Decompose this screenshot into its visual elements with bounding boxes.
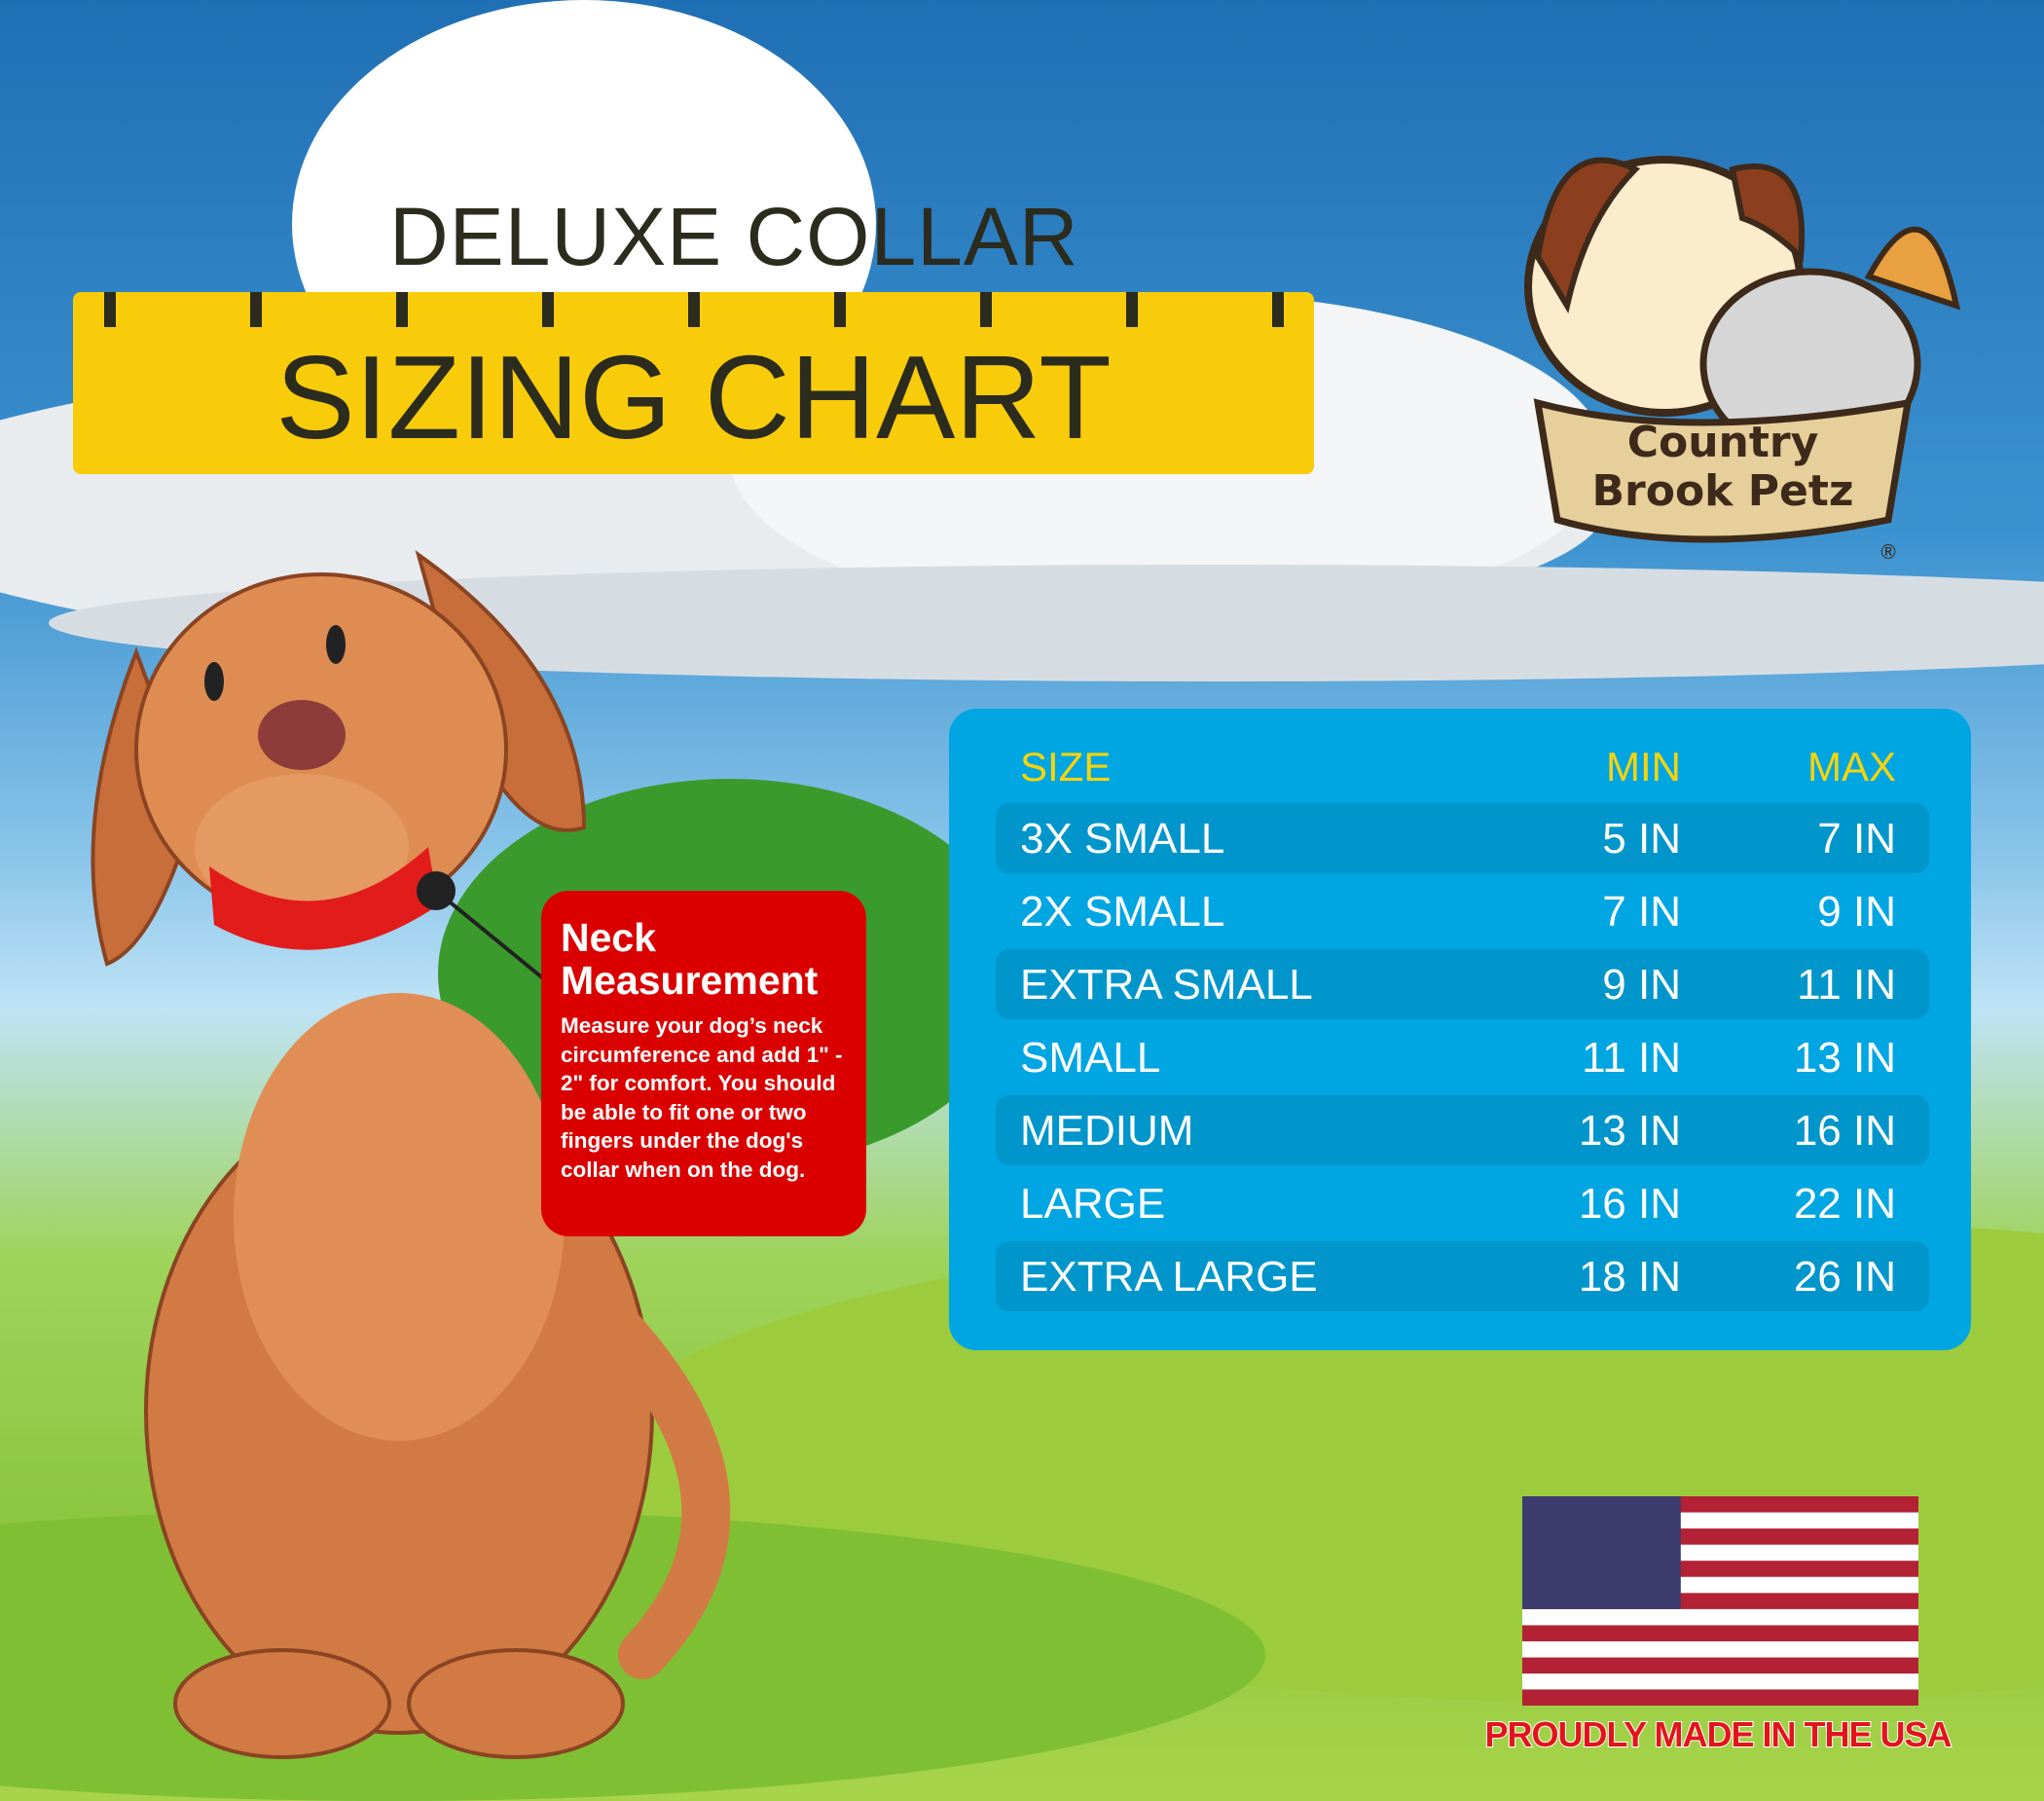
subtitle: DELUXE COLLAR [389, 191, 1079, 282]
size-cell: 3X SMALL [1020, 815, 1225, 863]
table-row: SMALL 11 IN 13 IN [996, 1022, 1929, 1092]
made-in-usa-text: PROUDLY MADE IN THE USA [1483, 1713, 1953, 1755]
column-header-min: MIN [1606, 744, 1681, 790]
min-cell: 9 IN [1602, 961, 1681, 1009]
table-row: MEDIUM 13 IN 16 IN [996, 1095, 1929, 1165]
max-cell: 7 IN [1817, 815, 1896, 863]
table-row: EXTRA LARGE 18 IN 26 IN [996, 1241, 1929, 1311]
min-cell: 18 IN [1578, 1253, 1681, 1301]
svg-text:®: ® [1879, 540, 1898, 564]
svg-text:Brook Petz: Brook Petz [1591, 466, 1853, 516]
svg-text:Country: Country [1627, 418, 1819, 467]
title-banner: SIZING CHART [73, 292, 1314, 474]
max-cell: 13 IN [1793, 1034, 1896, 1082]
page-title: SIZING CHART [275, 331, 1112, 463]
callout-title: Neck Measurement [561, 915, 819, 1003]
callout-body: Measure your dog’s neck circumference an… [561, 1013, 843, 1182]
max-cell: 16 IN [1793, 1107, 1896, 1155]
max-cell: 9 IN [1817, 888, 1896, 936]
neck-measurement-callout: Neck Measurement Measure your dog’s neck… [541, 891, 866, 1236]
table-row: EXTRA SMALL 9 IN 11 IN [996, 949, 1929, 1019]
min-cell: 13 IN [1578, 1107, 1681, 1155]
min-cell: 7 IN [1602, 888, 1681, 936]
size-cell: MEDIUM [1020, 1107, 1194, 1155]
column-header-max: MAX [1807, 744, 1896, 790]
max-cell: 22 IN [1793, 1180, 1896, 1228]
table-row: 2X SMALL 7 IN 9 IN [996, 876, 1929, 946]
size-cell: SMALL [1020, 1034, 1161, 1082]
size-cell: EXTRA LARGE [1020, 1253, 1318, 1301]
size-cell: LARGE [1020, 1180, 1166, 1228]
size-cell: 2X SMALL [1020, 888, 1225, 936]
usa-flag-icon [1522, 1496, 1918, 1706]
max-cell: 26 IN [1793, 1253, 1896, 1301]
dog-illustration [91, 550, 731, 1759]
brand-logo: Country Brook Petz ® [1524, 156, 1961, 564]
table-row: 3X SMALL 5 IN 7 IN [996, 803, 1929, 873]
max-cell: 11 IN [1797, 961, 1896, 1009]
column-header-size: SIZE [1020, 744, 1112, 790]
table-row: LARGE 16 IN 22 IN [996, 1168, 1929, 1238]
size-cell: EXTRA SMALL [1020, 961, 1313, 1009]
min-cell: 5 IN [1602, 815, 1681, 863]
min-cell: 16 IN [1578, 1180, 1681, 1228]
sizing-table: SIZE MIN MAX 3X SMALL 5 IN 7 IN 2X SMALL 7 … [949, 709, 1971, 1350]
min-cell: 11 IN [1582, 1034, 1681, 1082]
